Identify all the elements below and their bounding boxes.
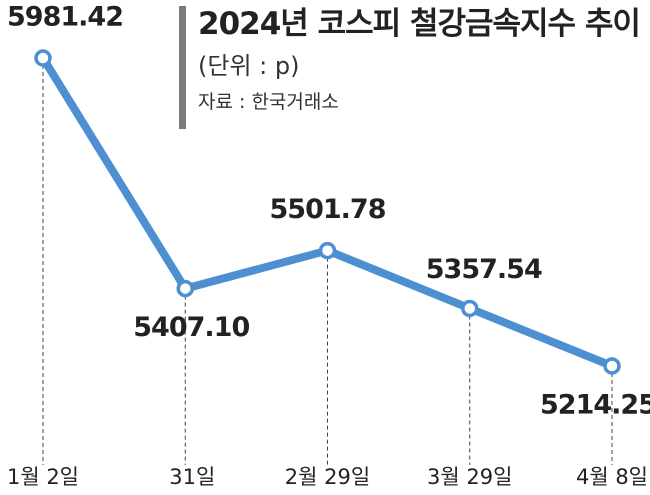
point xyxy=(603,357,621,375)
value-label: 5981.42 xyxy=(7,2,123,33)
point xyxy=(176,279,194,298)
value-label: 5214.25 xyxy=(540,390,650,421)
value-label: 5407.10 xyxy=(133,312,249,343)
point xyxy=(461,299,479,318)
x-tick-label: 3월 29일 xyxy=(427,465,512,489)
x-tick-label: 31일 xyxy=(169,465,215,489)
x-tick-label: 1월 2일 xyxy=(7,465,79,489)
x-tick-label: 2월 29일 xyxy=(285,465,370,489)
point xyxy=(34,49,52,67)
chart-subtitle: (단위 : p) xyxy=(198,52,300,80)
chart-title: 2024년 코스피 철강금속지수 추이 xyxy=(198,6,641,42)
value-label: 5501.78 xyxy=(270,194,386,225)
value-label: 5357.54 xyxy=(426,254,542,285)
header: 2024년 코스피 철강금속지수 추이 (단위 : p) 자료 : 한국거래소 xyxy=(198,2,648,114)
title-bar xyxy=(179,6,186,129)
title-line: 2024년 코스피 철강금속지수 추이 (단위 : p) xyxy=(198,2,648,81)
x-tick-label: 4월 8일 xyxy=(576,465,648,489)
point xyxy=(318,241,337,260)
source: 자료 : 한국거래소 xyxy=(198,91,339,113)
